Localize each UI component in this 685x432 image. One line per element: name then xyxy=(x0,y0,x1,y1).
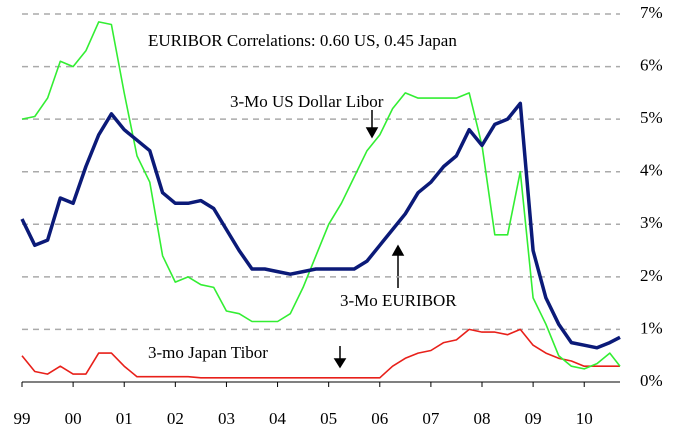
series-label: 3-Mo US Dollar Libor xyxy=(230,92,384,111)
arrows xyxy=(333,110,405,369)
x-tick-label: 05 xyxy=(320,409,337,428)
series-label: 3-Mo EURIBOR xyxy=(340,291,457,310)
y-tick-label: 0% xyxy=(640,371,663,390)
y-tick-label: 6% xyxy=(640,55,663,74)
x-tick-label: 03 xyxy=(218,409,235,428)
y-tick-label: 1% xyxy=(640,318,663,337)
arrow-head xyxy=(333,358,347,369)
x-tick-label: 02 xyxy=(167,409,184,428)
x-tick-label: 01 xyxy=(116,409,133,428)
y-tick-label: 3% xyxy=(640,213,663,232)
arrow-head xyxy=(391,244,405,256)
x-tick-label: 10 xyxy=(576,409,593,428)
x-tick-label: 04 xyxy=(269,409,287,428)
x-tick-label: 00 xyxy=(65,409,82,428)
series-line xyxy=(21,21,621,370)
annotation: EURIBOR Correlations: 0.60 US, 0.45 Japa… xyxy=(148,31,457,50)
series-label: 3-mo Japan Tibor xyxy=(148,343,268,362)
y-tick-label: 2% xyxy=(640,266,663,285)
series-line xyxy=(20,101,621,350)
x-tick-label: 08 xyxy=(474,409,491,428)
x-tick-label: 06 xyxy=(371,409,388,428)
x-tick-label: 09 xyxy=(525,409,542,428)
y-tick-label: 5% xyxy=(640,108,663,127)
arrow-head xyxy=(365,127,379,139)
y-tick-label: 4% xyxy=(640,161,663,180)
series-line xyxy=(21,328,620,379)
y-tick-label: 7% xyxy=(640,3,663,22)
x-tick-label: 99 xyxy=(14,409,31,428)
x-tick-label: 07 xyxy=(422,409,440,428)
